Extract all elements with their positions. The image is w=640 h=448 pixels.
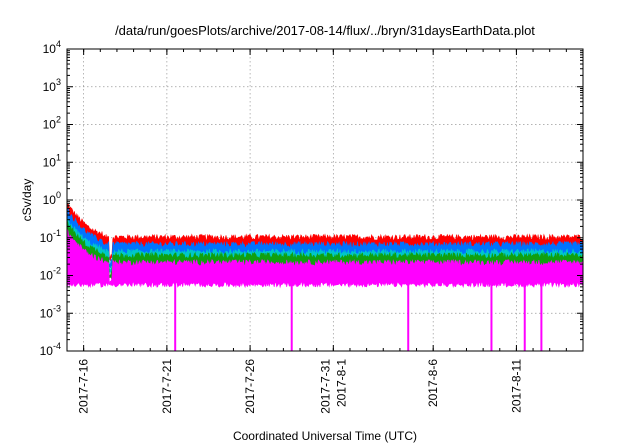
y-axis-label: cSv/day bbox=[20, 179, 34, 222]
y-tick-label: 10-2 bbox=[40, 266, 61, 283]
x-tick-label: 2017-7-26 bbox=[243, 359, 257, 414]
grid bbox=[67, 48, 583, 352]
y-ticks: 10-4 10-3 10-2 10-1 100 101 102 103 104 bbox=[40, 39, 583, 358]
y-tick-label: 10-3 bbox=[40, 303, 61, 320]
plot-series bbox=[66, 201, 584, 351]
x-tick-label: 2017-8-1 bbox=[334, 359, 348, 407]
y-tick-label: 104 bbox=[43, 39, 61, 56]
x-tick-label: 2017-7-16 bbox=[77, 359, 91, 414]
y-tick-label: 100 bbox=[43, 190, 61, 207]
y-tick-label: 10-1 bbox=[40, 228, 61, 245]
y-tick-label: 101 bbox=[43, 152, 61, 169]
y-tick-label: 10-4 bbox=[40, 341, 61, 358]
chart-title: /data/run/goesPlots/archive/2017-08-14/f… bbox=[115, 23, 535, 38]
x-tick-label: 2017-8-11 bbox=[509, 359, 523, 413]
x-axis-label: Coordinated Universal Time (UTC) bbox=[233, 429, 417, 443]
x-tick-label: 2017-7-21 bbox=[160, 359, 174, 414]
x-tick-label: 2017-8-6 bbox=[426, 359, 440, 407]
y-tick-label: 103 bbox=[43, 77, 61, 94]
x-tick-label: 2017-7-31 bbox=[318, 359, 332, 414]
x-ticks: 2017-7-16 2017-7-21 2017-7-26 2017-7-31 2017… bbox=[66, 49, 584, 414]
y-tick-label: 102 bbox=[43, 115, 61, 132]
